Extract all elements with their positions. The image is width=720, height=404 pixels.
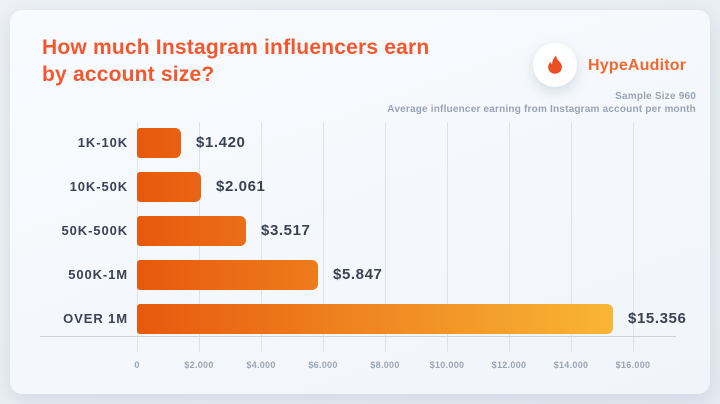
bar-row: OVER 1M $15.356 <box>10 304 710 334</box>
bar-row: 1K-10K $1.420 <box>10 128 710 158</box>
bar-row: 50K-500K $3.517 <box>10 216 710 246</box>
bar <box>137 172 201 202</box>
gridline <box>509 122 510 352</box>
bar <box>137 260 318 290</box>
x-axis-tick-label: $12.000 <box>491 360 527 370</box>
page-title: How much Instagram influencers earn by a… <box>42 34 429 88</box>
value-label: $15.356 <box>628 310 687 327</box>
bar <box>137 304 613 334</box>
chart-subtitle: Average influencer earning from Instagra… <box>387 104 696 115</box>
infographic-card: How much Instagram influencers earn by a… <box>10 10 710 394</box>
title-line-2: by account size? <box>42 63 215 86</box>
gridline <box>571 122 572 352</box>
flame-icon <box>544 54 566 76</box>
category-label: 50K-500K <box>61 223 128 238</box>
bar-row: 10K-50K $2.061 <box>10 172 710 202</box>
bar-row: 500K-1M $5.847 <box>10 260 710 290</box>
x-axis-tick-label: $16.000 <box>615 360 651 370</box>
value-label: $3.517 <box>261 222 311 239</box>
x-axis-tick-label: $4.000 <box>246 360 276 370</box>
x-axis-tick-label: $14.000 <box>553 360 589 370</box>
category-label: 10K-50K <box>69 179 128 194</box>
brand-logo <box>533 43 577 87</box>
x-axis-tick-label: $8.000 <box>370 360 400 370</box>
bar-chart: 0 $2.000 $4.000 $6.000 $8.000 $10.000 $12.000 $… <box>10 10 710 394</box>
x-axis-tick-label: 0 <box>134 360 140 370</box>
bar <box>137 128 181 158</box>
gridline <box>323 122 324 352</box>
value-label: $1.420 <box>196 134 246 151</box>
category-label: OVER 1M <box>63 311 128 326</box>
x-axis-line <box>40 336 676 337</box>
gridline <box>261 122 262 352</box>
bar <box>137 216 246 246</box>
sample-size-text: Sample Size 960 <box>615 91 696 102</box>
gridline <box>447 122 448 352</box>
gridline <box>633 122 634 352</box>
x-axis-tick-label: $2.000 <box>184 360 214 370</box>
category-label: 500K-1M <box>68 267 128 282</box>
category-label: 1K-10K <box>77 135 128 150</box>
brand-name: HypeAuditor <box>588 57 687 74</box>
value-label: $2.061 <box>216 178 266 195</box>
gridline <box>385 122 386 352</box>
title-line-1: How much Instagram influencers earn <box>42 36 430 59</box>
chart-meta: Sample Size 960 Average influencer earni… <box>387 90 696 116</box>
x-axis-tick-label: $6.000 <box>308 360 338 370</box>
value-label: $5.847 <box>333 266 383 283</box>
x-axis-tick-label: $10.000 <box>429 360 465 370</box>
